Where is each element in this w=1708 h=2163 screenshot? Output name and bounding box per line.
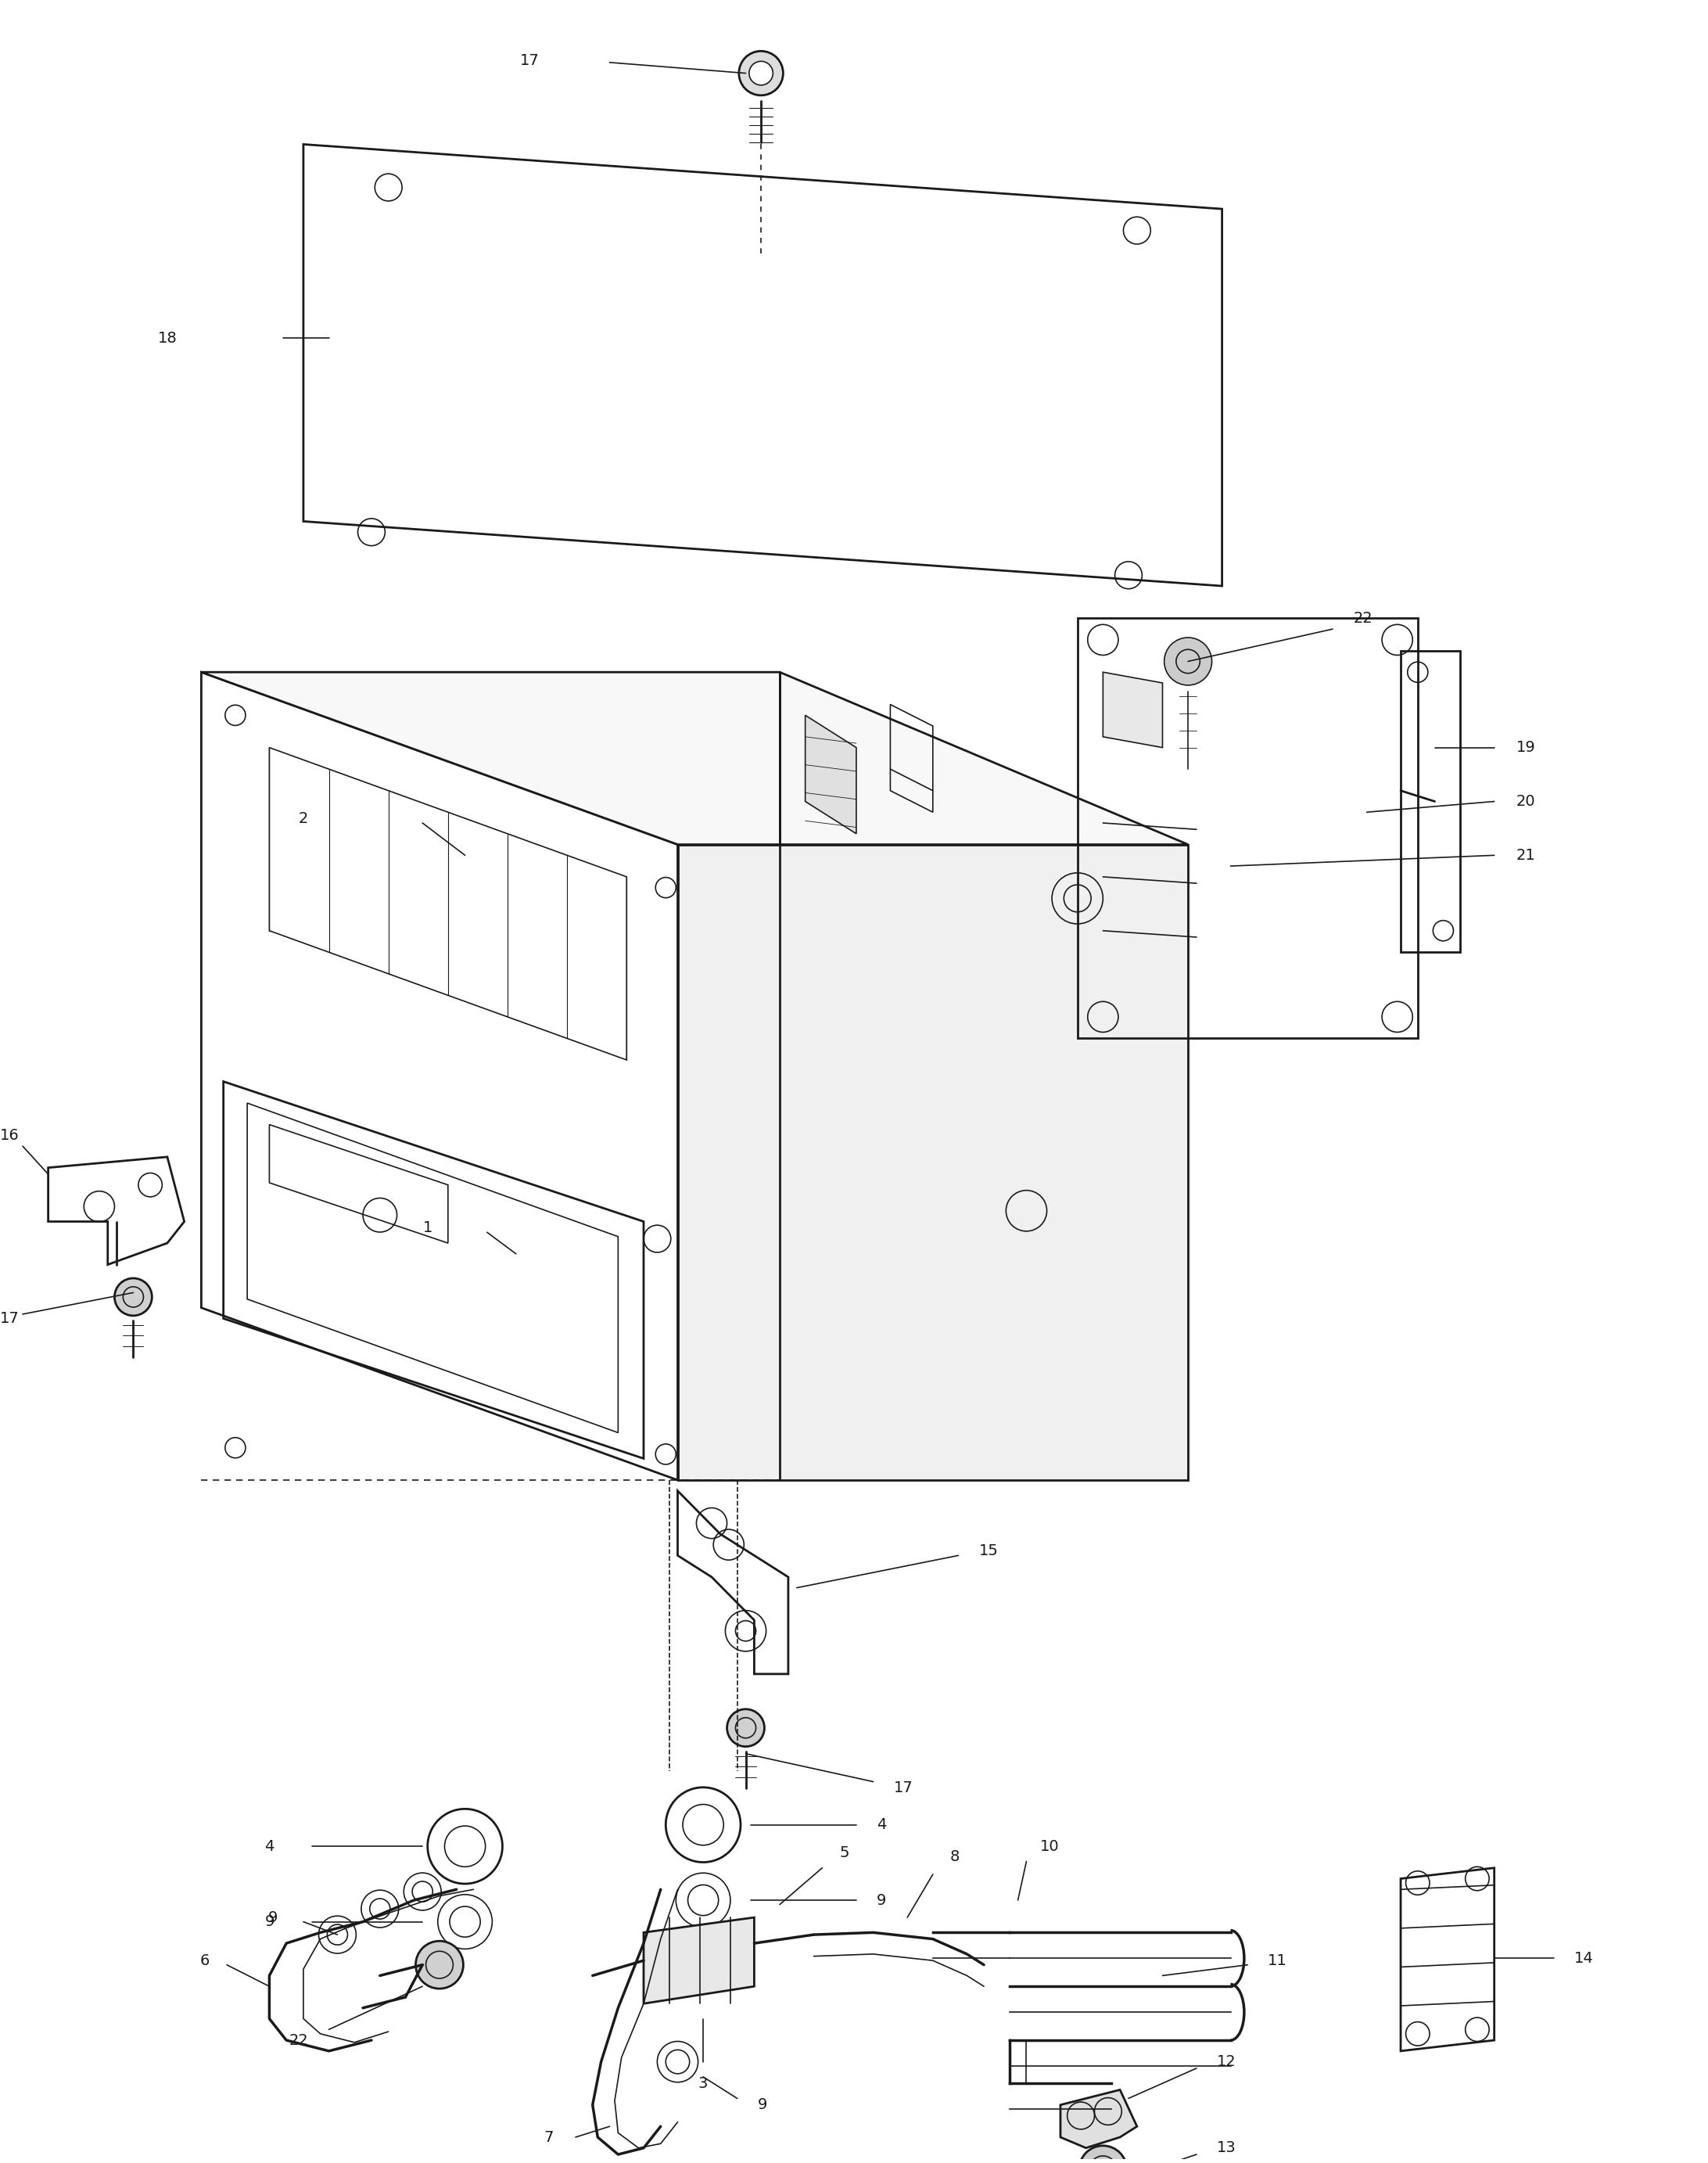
Text: 2: 2 [299,811,307,826]
Text: 4: 4 [265,1839,275,1854]
Polygon shape [1103,673,1163,748]
Text: 18: 18 [157,331,178,346]
Text: 12: 12 [1218,2055,1237,2070]
Text: 20: 20 [1517,794,1535,809]
Circle shape [750,61,774,84]
Text: 14: 14 [1575,1951,1594,1966]
Polygon shape [1061,2089,1138,2148]
Circle shape [415,1940,463,1988]
Text: 17: 17 [893,1780,914,1795]
Text: 1: 1 [422,1220,432,1235]
Text: 6: 6 [200,1953,210,1968]
Polygon shape [202,673,1189,844]
Text: 7: 7 [543,2131,553,2146]
Circle shape [740,52,784,95]
Text: 21: 21 [1517,848,1535,863]
Text: 13: 13 [1218,2141,1237,2154]
Circle shape [114,1278,152,1315]
Circle shape [1165,638,1213,686]
Text: 22: 22 [1353,610,1373,625]
Text: 16: 16 [0,1127,19,1142]
Polygon shape [678,844,1189,1479]
Polygon shape [644,1916,755,2003]
Circle shape [728,1709,765,1746]
Text: 17: 17 [519,52,540,67]
Circle shape [1079,2146,1127,2163]
Text: 5: 5 [839,1845,849,1860]
Text: 9: 9 [265,1914,275,1929]
Polygon shape [804,716,856,833]
Text: 22: 22 [289,2033,309,2048]
Text: 11: 11 [1267,1953,1288,1968]
Text: 8: 8 [950,1849,960,1865]
Text: 10: 10 [1040,1839,1059,1854]
Text: 9: 9 [758,2098,767,2113]
Text: 9: 9 [876,1893,886,1908]
Text: 19: 19 [1517,740,1535,755]
Polygon shape [202,673,678,1479]
Text: 17: 17 [0,1311,19,1326]
Text: 9: 9 [268,1910,278,1925]
Text: 3: 3 [699,2076,709,2092]
Text: 15: 15 [979,1544,997,1560]
Text: 4: 4 [876,1817,886,1832]
